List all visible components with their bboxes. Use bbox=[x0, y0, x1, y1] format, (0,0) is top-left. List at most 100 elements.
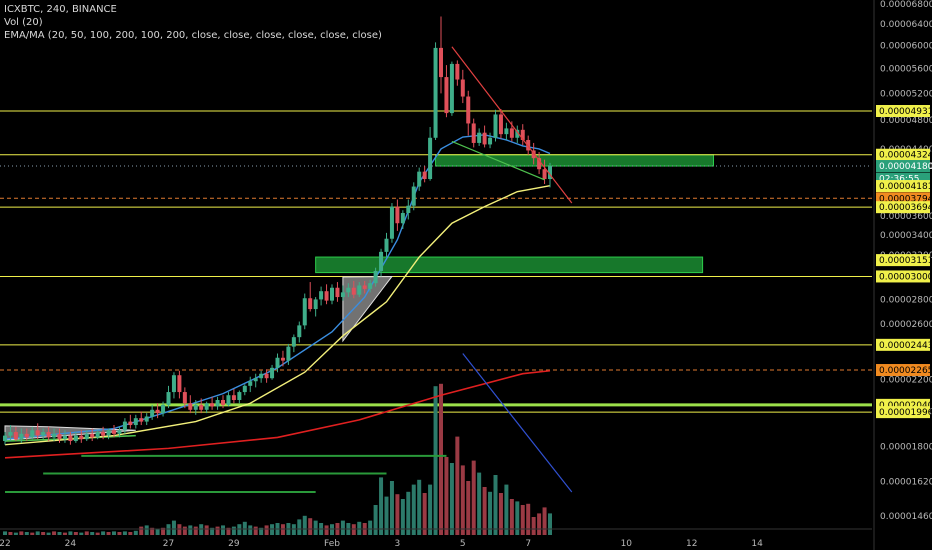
time-axis[interactable]: 22 24 27 29 Feb 3 5 7 10 12 14 bbox=[0, 528, 872, 549]
candle-body bbox=[231, 395, 236, 401]
zone-1 bbox=[315, 256, 704, 274]
volume-bar bbox=[406, 491, 411, 535]
volume-legend[interactable]: Vol (20) bbox=[4, 17, 43, 28]
volume-bar bbox=[139, 526, 144, 535]
volume-bar bbox=[482, 487, 487, 535]
x-tick-label: 12 bbox=[686, 539, 697, 549]
candle-body bbox=[259, 373, 264, 379]
candle-body bbox=[471, 123, 476, 143]
ma100-line bbox=[4, 369, 551, 459]
volume-bar bbox=[477, 472, 482, 535]
volume-bar bbox=[128, 532, 133, 535]
volume-bar bbox=[166, 524, 171, 535]
volume-bar bbox=[3, 531, 7, 535]
candle-body bbox=[68, 435, 73, 442]
price-label: 0.00003694 bbox=[879, 203, 932, 213]
ema-legend[interactable]: EMA/MA (20, 50, 100, 200, 100, 200, clos… bbox=[4, 30, 382, 41]
candle-body bbox=[362, 285, 367, 289]
price-label: 0.00004931 bbox=[879, 107, 932, 117]
candle-body bbox=[199, 404, 204, 410]
volume-bar bbox=[351, 524, 356, 535]
volume-bar bbox=[270, 524, 275, 535]
volume-bar bbox=[8, 532, 13, 535]
x-tick-label: Feb bbox=[324, 539, 340, 549]
volume-bar bbox=[52, 531, 57, 535]
volume-bar bbox=[101, 531, 106, 535]
volume-bar bbox=[498, 493, 503, 535]
candle-body bbox=[504, 128, 509, 135]
candle-body bbox=[411, 186, 416, 206]
x-tick-label: 29 bbox=[228, 539, 240, 549]
volume-bar bbox=[537, 513, 542, 535]
chart-legend: ICXBTC, 240, BINANCE Vol (20) EMA/MA (20… bbox=[4, 3, 382, 42]
candle-body bbox=[395, 206, 400, 224]
candle-body bbox=[182, 392, 187, 404]
price-label-bg bbox=[876, 148, 930, 161]
candle-body bbox=[351, 287, 356, 295]
volume-bar bbox=[542, 507, 547, 535]
volume-bars bbox=[3, 383, 552, 535]
candle-body bbox=[35, 430, 40, 436]
candle-body bbox=[193, 404, 198, 410]
y-tick-label: 0.00001460 bbox=[880, 512, 932, 522]
volume-bar bbox=[433, 386, 438, 535]
candle-body bbox=[493, 114, 498, 138]
candle-body bbox=[122, 421, 127, 431]
candle-body bbox=[542, 169, 547, 180]
candle-body bbox=[477, 132, 482, 143]
candle-body bbox=[13, 432, 18, 440]
volume-bar bbox=[324, 525, 329, 535]
price-label: 0.00004181 bbox=[879, 182, 932, 192]
price-axis[interactable]: 0.00006800 0.00006400 0.00006000 0.00005600… bbox=[873, 0, 932, 550]
candle-body bbox=[226, 395, 231, 405]
volume-bar bbox=[161, 527, 166, 535]
volume-bar bbox=[330, 524, 334, 535]
candle-body bbox=[204, 403, 209, 410]
volume-bar bbox=[400, 499, 405, 535]
volume-bar bbox=[466, 481, 471, 535]
candle-body bbox=[253, 378, 258, 382]
volume-bar bbox=[30, 532, 35, 535]
candle-body bbox=[389, 206, 394, 239]
volume-bar bbox=[221, 525, 225, 535]
volume-bar bbox=[313, 520, 318, 535]
volume-bar bbox=[302, 515, 307, 535]
volume-bar bbox=[106, 532, 111, 535]
price-label-bg bbox=[876, 254, 930, 267]
volume-bar bbox=[515, 501, 520, 535]
candle-body bbox=[526, 139, 531, 151]
x-tick-label: 7 bbox=[525, 539, 531, 549]
volume-bar bbox=[357, 521, 362, 535]
volume-bar bbox=[199, 524, 204, 535]
candle-body bbox=[482, 132, 487, 145]
volume-bar bbox=[177, 524, 182, 535]
candle-body bbox=[41, 432, 46, 436]
volume-bar bbox=[90, 532, 95, 535]
volume-bar bbox=[73, 532, 78, 535]
candle-body bbox=[422, 171, 427, 180]
symbol-legend[interactable]: ICXBTC, 240, BINANCE bbox=[4, 4, 117, 15]
y-tick-label: 0.00001620 bbox=[880, 478, 932, 488]
price-label: 0.00003151 bbox=[879, 256, 932, 266]
volume-bar bbox=[395, 494, 400, 535]
volume-bar bbox=[526, 503, 531, 535]
candle-body bbox=[112, 430, 116, 434]
volume-bar bbox=[188, 525, 193, 535]
volume-bar bbox=[259, 527, 264, 535]
y-tick-label: 0.00006800 bbox=[880, 0, 932, 10]
volume-bar bbox=[297, 519, 302, 535]
volume-bar bbox=[171, 520, 176, 535]
x-tick-label: 24 bbox=[65, 539, 77, 549]
candle-body bbox=[73, 435, 78, 442]
volume-bar bbox=[133, 530, 138, 535]
volume-bar bbox=[531, 517, 536, 535]
candle-body bbox=[270, 367, 275, 379]
candle-body bbox=[166, 392, 171, 405]
candle-body bbox=[62, 435, 67, 440]
volume-bar bbox=[150, 527, 155, 535]
candle-body bbox=[46, 432, 51, 438]
x-tick-label: 27 bbox=[163, 539, 174, 549]
volume-bar bbox=[193, 526, 198, 535]
candlesticks bbox=[3, 16, 552, 445]
